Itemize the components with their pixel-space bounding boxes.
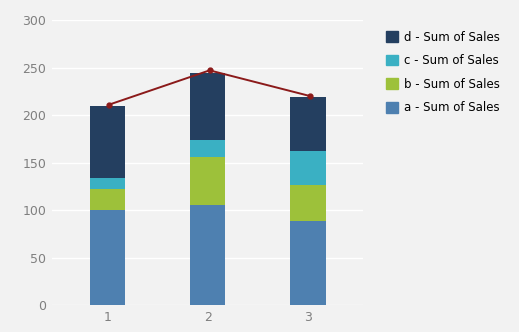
Bar <box>291 151 325 185</box>
Bar <box>90 189 125 210</box>
Bar <box>190 140 225 157</box>
Bar <box>291 97 325 151</box>
Bar <box>90 178 125 189</box>
Bar <box>90 210 125 305</box>
Bar <box>190 157 225 205</box>
Legend: d - Sum of Sales, c - Sum of Sales, b - Sum of Sales, a - Sum of Sales: d - Sum of Sales, c - Sum of Sales, b - … <box>381 26 504 119</box>
Bar <box>190 205 225 305</box>
Bar <box>190 73 225 140</box>
Bar <box>291 185 325 221</box>
Bar <box>90 106 125 178</box>
Bar <box>291 221 325 305</box>
